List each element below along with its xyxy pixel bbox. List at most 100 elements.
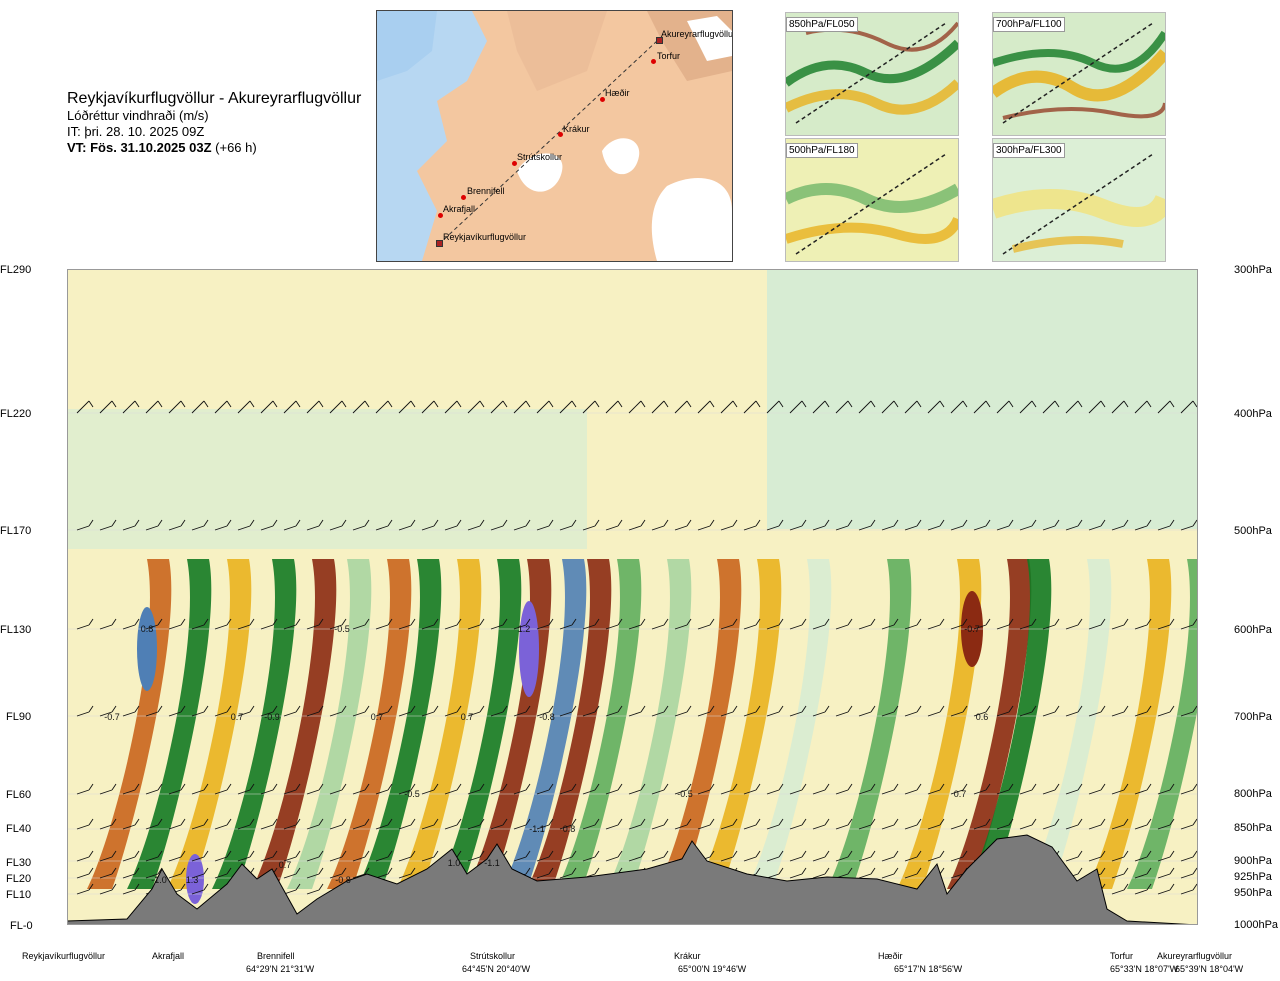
- wind-barb: [720, 856, 734, 862]
- wind-barb-feather: [1031, 400, 1037, 408]
- wind-barb-feather: [1054, 705, 1060, 713]
- wind-barb: [904, 824, 918, 830]
- wind-barb-feather: [686, 818, 692, 826]
- wind-barb-feather: [433, 705, 439, 713]
- wind-barb: [375, 856, 389, 862]
- data-value-label: 0.8: [141, 624, 154, 634]
- wind-barb-feather: [364, 867, 370, 875]
- wind-barb-feather: [502, 519, 508, 527]
- wind-barb: [1157, 789, 1171, 795]
- wind-barb: [306, 525, 320, 531]
- wind-barb-feather: [111, 818, 117, 826]
- wind-barb: [927, 711, 941, 717]
- wind-barb: [76, 525, 90, 531]
- wind-barb: [904, 789, 918, 795]
- wave-band: [437, 559, 522, 889]
- data-value-label: -1.0: [151, 875, 167, 885]
- thumbnail-700hpa[interactable]: 700hPa/FL100: [992, 12, 1166, 136]
- wind-barb: [237, 525, 251, 531]
- x-location-coord: 64°45'N 20°40'W: [462, 964, 531, 974]
- wind-barb-feather: [571, 783, 577, 791]
- wind-barb-feather: [1192, 705, 1198, 713]
- wind-barb: [421, 525, 435, 531]
- wind-barb: [329, 711, 343, 717]
- wind-barb: [881, 856, 895, 862]
- wind-barb-feather: [778, 783, 784, 791]
- wind-barb-feather: [295, 850, 301, 858]
- wind-barb-feather: [916, 705, 922, 713]
- wind-barb: [214, 873, 228, 879]
- wind-barb: [398, 824, 412, 830]
- wind-barb: [973, 400, 987, 414]
- wind-barb-feather: [226, 783, 232, 791]
- wind-barb-feather: [962, 850, 968, 858]
- wind-barb-feather: [985, 618, 991, 626]
- wind-barb-feather: [410, 400, 416, 408]
- wind-barb: [651, 824, 665, 830]
- wind-barb: [674, 624, 688, 630]
- x-location-coord: 65°39'N 18°04'W: [1175, 964, 1244, 974]
- wind-barb: [306, 789, 320, 795]
- wind-barb-feather: [617, 705, 623, 713]
- wind-barb: [122, 624, 136, 630]
- chart-header: Reykjavíkurflugvöllur - Akureyrarflugvöl…: [67, 90, 361, 156]
- wind-barb-feather: [272, 519, 278, 527]
- wind-barb-feather: [433, 850, 439, 858]
- wind-barb-feather: [295, 883, 301, 891]
- wind-barb: [1180, 789, 1194, 795]
- wind-barb: [214, 624, 228, 630]
- wind-barb: [490, 525, 504, 531]
- map-label-torfur: Torfur: [657, 51, 681, 61]
- wind-barb-feather: [663, 705, 669, 713]
- wind-barb: [168, 400, 182, 414]
- wind-barb: [973, 789, 987, 795]
- wind-barb: [306, 400, 320, 414]
- wind-barb: [237, 789, 251, 795]
- map-label-haedir: Hæðir: [605, 88, 630, 98]
- wind-barb: [490, 400, 504, 414]
- wind-barb: [1088, 856, 1102, 862]
- wind-barb: [559, 400, 573, 414]
- wind-barb: [99, 624, 113, 630]
- wind-barb-feather: [939, 705, 945, 713]
- wind-barb-feather: [640, 818, 646, 826]
- wind-barb: [421, 789, 435, 795]
- fl-label: FL40: [6, 823, 32, 835]
- thumbnail-300hpa[interactable]: 300hPa/FL300: [992, 138, 1166, 262]
- wind-barb: [283, 856, 297, 862]
- wind-barb-feather: [272, 705, 278, 713]
- wind-barb-feather: [962, 705, 968, 713]
- wind-barb-feather: [1008, 705, 1014, 713]
- wind-barb-feather: [824, 818, 830, 826]
- wind-barb: [1042, 824, 1056, 830]
- wind-barb: [835, 525, 849, 531]
- wave-band: [967, 559, 1052, 889]
- wind-barb-feather: [387, 850, 393, 858]
- wind-barb-feather: [341, 818, 347, 826]
- wind-barb: [1180, 711, 1194, 717]
- x-location-coord: 64°29'N 21°31'W: [246, 964, 315, 974]
- wind-barb-feather: [709, 519, 715, 527]
- wind-barb: [881, 873, 895, 879]
- thumbnail-850hpa[interactable]: 850hPa/FL050: [785, 12, 959, 136]
- wind-barb-feather: [1100, 867, 1106, 875]
- wind-barb-feather: [203, 867, 209, 875]
- route-map[interactable]: Akureyrarflugvöllur Torfur Hæðir Krákur …: [376, 10, 733, 262]
- wind-barb-feather: [134, 783, 140, 791]
- wind-barb-feather: [939, 850, 945, 858]
- wind-barb-feather: [502, 400, 508, 408]
- wind-barb: [444, 711, 458, 717]
- wind-barb: [76, 856, 90, 862]
- wind-barb-feather: [1192, 519, 1198, 527]
- wind-barb: [582, 789, 596, 795]
- wind-barb: [743, 400, 757, 414]
- wind-barb-feather: [364, 618, 370, 626]
- wind-barb-feather: [916, 400, 922, 408]
- wave-band: [212, 559, 297, 889]
- wind-barb: [1088, 789, 1102, 795]
- wind-barb-feather: [870, 850, 876, 858]
- wind-barb-feather: [870, 400, 876, 408]
- thumbnail-500hpa[interactable]: 500hPa/FL180: [785, 138, 959, 262]
- wind-barb: [375, 824, 389, 830]
- wind-barb: [1111, 824, 1125, 830]
